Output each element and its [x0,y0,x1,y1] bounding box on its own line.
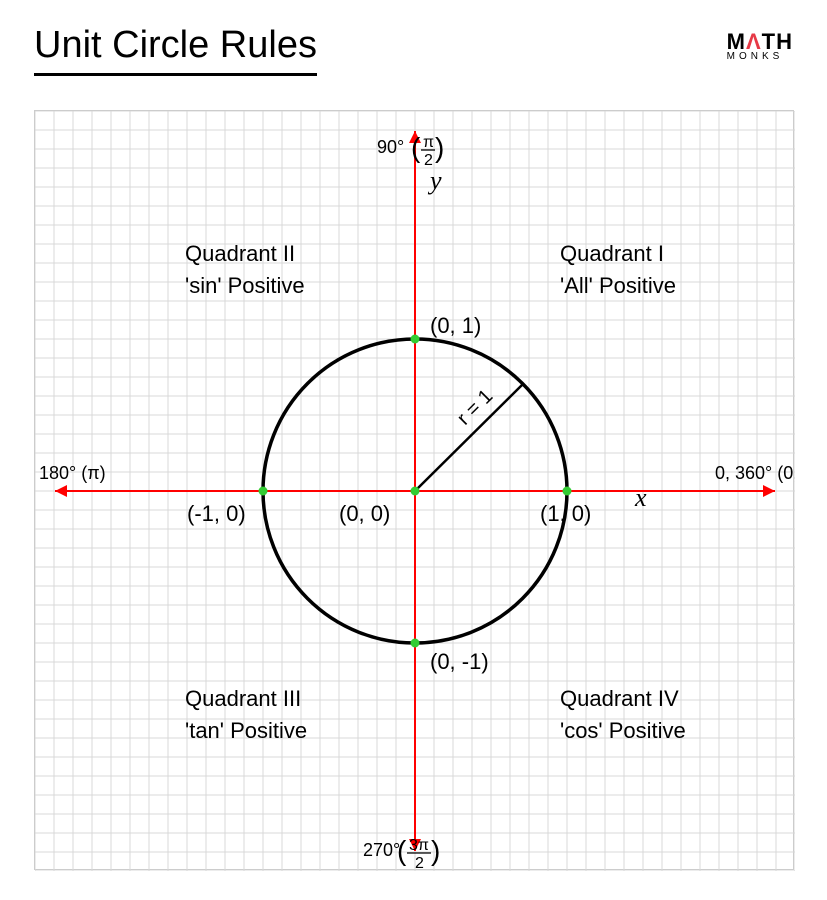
svg-text:π: π [423,134,434,151]
point-label: (-1, 0) [187,501,246,526]
logo-monks: MONKS [727,52,793,61]
point-label: (1, 0) [540,501,591,526]
point-label: (0, -1) [430,649,489,674]
quadrant-rule: 'cos' Positive [560,718,686,743]
point-marker [259,487,268,496]
svg-text:(: ( [411,132,421,163]
point-marker [411,335,420,344]
svg-text:0, 360° (0, 2π): 0, 360° (0, 2π) [715,463,795,483]
quadrant-rule: 'All' Positive [560,273,676,298]
quadrant-rule: 'tan' Positive [185,718,307,743]
quadrant-name: Quadrant III [185,686,301,711]
point-marker [563,487,572,496]
svg-text:3π: 3π [409,837,429,854]
unit-circle-diagram: r = 1(0, 1)(1, 0)(0, -1)(-1, 0)(0, 0)xyQ… [34,110,794,870]
page-title: Unit Circle Rules [34,24,317,76]
angle-label-left: 180° (π) [39,463,106,483]
svg-text:(: ( [397,835,407,866]
quadrant-name: Quadrant IV [560,686,679,711]
angle-label-bottom: 270°(3π2) [363,835,440,871]
svg-text:): ) [435,132,444,163]
point-label: (0, 0) [339,501,390,526]
point-marker [411,639,420,648]
svg-text:180° (π): 180° (π) [39,463,106,483]
quadrant-name: Quadrant II [185,241,295,266]
logo: MΛTH MONKS [727,24,793,61]
quadrant-rule: 'sin' Positive [185,273,305,298]
svg-text:90°: 90° [377,137,404,157]
point-marker [411,487,420,496]
x-axis-label: x [634,483,647,512]
svg-text:2: 2 [415,855,424,871]
svg-text:): ) [431,835,440,866]
point-label: (0, 1) [430,313,481,338]
y-axis-label: y [427,166,442,195]
svg-text:270°: 270° [363,840,400,860]
svg-text:2: 2 [424,152,433,169]
angle-label-right: 0, 360° (0, 2π) [715,463,795,483]
quadrant-name: Quadrant I [560,241,664,266]
